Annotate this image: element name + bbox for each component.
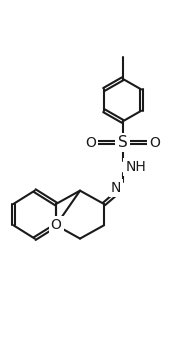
Text: O: O [85,136,96,150]
Text: O: O [51,218,61,232]
Text: N: N [111,181,121,195]
Text: S: S [118,135,127,150]
Text: NH: NH [125,160,146,174]
Text: O: O [149,136,160,150]
